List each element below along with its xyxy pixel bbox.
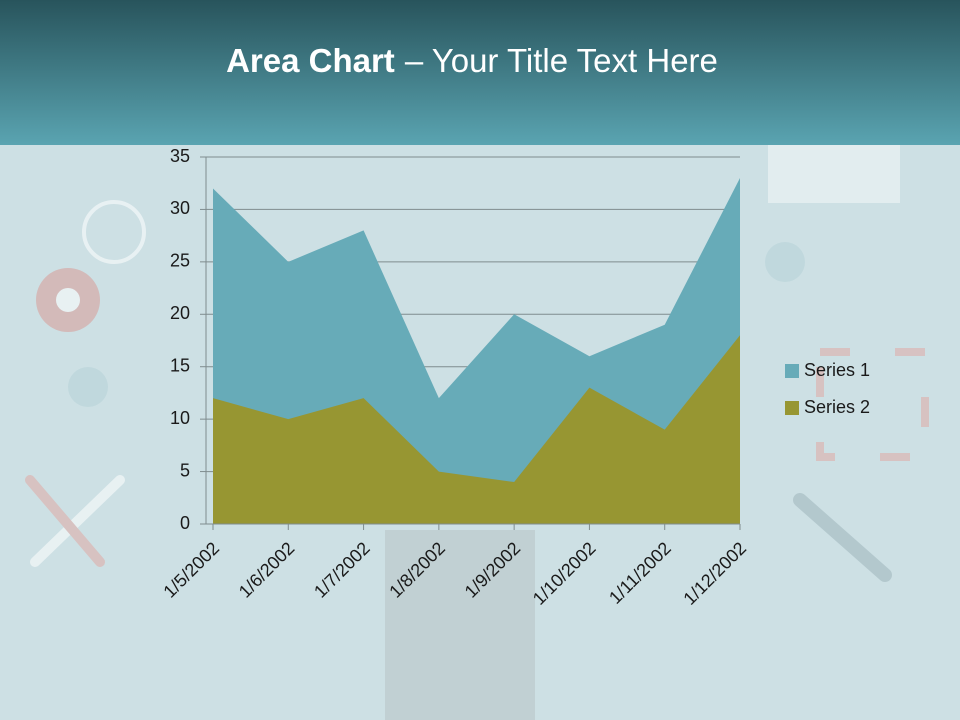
legend-label: Series 2 [804, 397, 870, 417]
y-tick-label: 10 [170, 408, 190, 428]
y-tick-label: 0 [180, 513, 190, 533]
area [213, 335, 740, 524]
legend-swatch [785, 401, 799, 415]
y-tick-label: 20 [170, 303, 190, 323]
chart-title: Area Chart – Your Title Text Here [226, 42, 718, 79]
header-band [0, 0, 960, 145]
y-tick-label: 5 [180, 460, 190, 480]
y-tick-label: 25 [170, 251, 190, 271]
legend-label: Series 1 [804, 360, 870, 380]
legend-swatch [785, 364, 799, 378]
title-rest: – Your Title Text Here [405, 42, 718, 79]
y-tick-label: 15 [170, 355, 190, 375]
decoration [25, 145, 929, 720]
y-tick-label: 35 [170, 146, 190, 166]
title-bold: Area Chart [226, 42, 395, 79]
y-tick-label: 30 [170, 198, 190, 218]
